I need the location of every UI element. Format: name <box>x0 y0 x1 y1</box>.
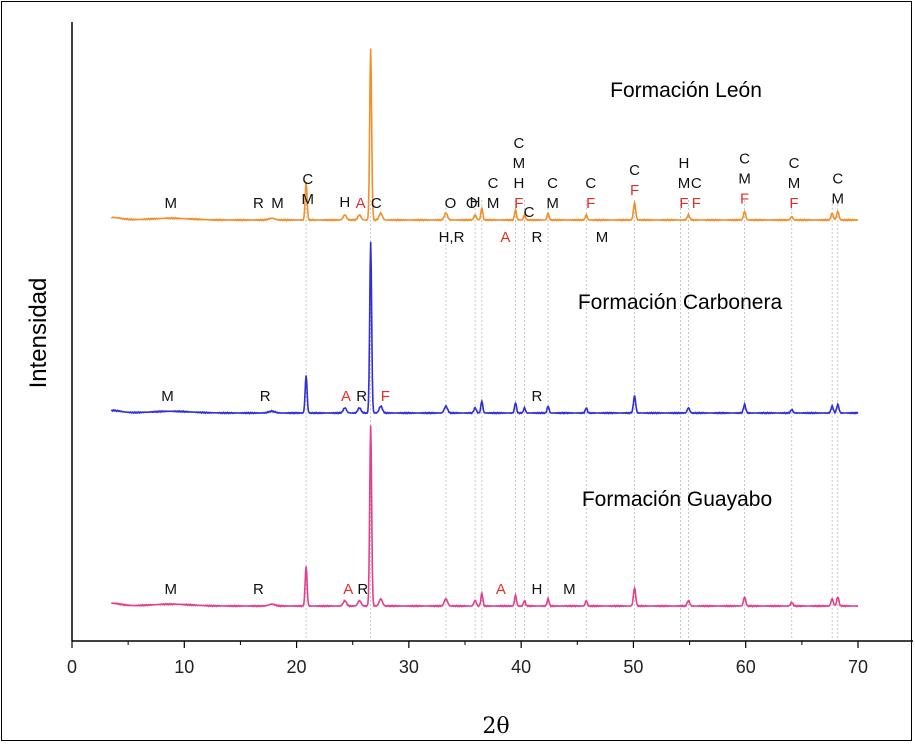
x-tick-label: 20 <box>287 657 307 677</box>
peak-label: F <box>586 195 595 212</box>
peak-label: F <box>692 195 701 212</box>
peak-label: C <box>629 162 640 179</box>
peak-label: F <box>630 182 639 199</box>
peak-label: H <box>513 175 524 192</box>
peak-label: A <box>341 388 351 405</box>
peak-label: H <box>531 581 542 598</box>
x-tick-label: 40 <box>511 657 531 677</box>
peak-label: A <box>496 581 506 598</box>
peak-label: M <box>596 229 609 246</box>
peak-annotations: M R MCM H A C OH,ROHCMACMHFCRCMCFMCFHMFCFCMFCM… <box>161 135 844 598</box>
peak-label: C <box>585 175 596 192</box>
peak-label: C <box>524 204 535 221</box>
peak-label: M <box>832 190 845 207</box>
peak-label: M <box>165 195 178 212</box>
peak-label: R <box>253 581 264 598</box>
peak-label: F <box>740 190 749 207</box>
peak-label: H,R <box>439 229 465 246</box>
x-ticks: 0 10 20 30 40 50 60 70 <box>67 641 868 677</box>
x-tick-label: 10 <box>174 657 194 677</box>
series-title: Formación Carbonera <box>578 291 783 314</box>
x-tick-label: 70 <box>848 657 868 677</box>
peak-label: R <box>356 388 367 405</box>
peak-label: O <box>466 195 478 212</box>
peak-label: A <box>356 195 366 212</box>
series-line <box>111 425 859 608</box>
y-axis-label: Intensidad <box>25 278 52 389</box>
x-tick-label: 50 <box>623 657 643 677</box>
peak-label: M <box>165 581 178 598</box>
peak-label: M <box>513 155 526 172</box>
peak-label: R <box>531 229 542 246</box>
peak-label: C <box>739 150 750 167</box>
peak-label: A <box>500 229 510 246</box>
series-group <box>110 48 859 608</box>
peak-label: H <box>339 194 350 211</box>
series-title: Formación León <box>610 79 762 102</box>
peak-label: F <box>679 195 688 212</box>
peak-label: C <box>547 175 558 192</box>
peak-label: A <box>343 581 353 598</box>
peak-label: M <box>487 195 500 212</box>
x-axis-label: 2θ <box>482 714 509 739</box>
peak-label: H <box>470 194 481 211</box>
peak-label: R <box>531 388 542 405</box>
series-title: Formación Guayabo <box>582 488 772 511</box>
peak-label: M <box>302 191 315 208</box>
reference-lines <box>305 200 839 640</box>
peak-label: F <box>789 195 798 212</box>
axes <box>71 22 913 642</box>
peak-label: R <box>260 388 271 405</box>
peak-label: M <box>678 175 691 192</box>
peak-label: M <box>788 175 801 192</box>
peak-label: M <box>161 388 174 405</box>
peak-label: R <box>357 581 368 598</box>
series-line <box>110 241 859 415</box>
peak-label: C <box>832 170 843 187</box>
peak-label: F <box>381 388 390 405</box>
peak-label: C <box>488 175 499 192</box>
peak-label: H <box>679 155 690 172</box>
series-titles: Formación León Formación Carbonera Formaci… <box>578 79 783 511</box>
series-line <box>110 48 859 222</box>
peak-label: F <box>514 195 523 212</box>
peak-label: C <box>513 135 524 152</box>
peak-label: C <box>371 195 382 212</box>
peak-label: M <box>271 195 284 212</box>
peak-label: M <box>546 195 559 212</box>
peak-label: M <box>738 170 751 187</box>
peak-label: M <box>563 581 576 598</box>
peak-label: R <box>253 195 264 212</box>
peak-label: O <box>445 195 457 212</box>
peak-label: C <box>691 175 702 192</box>
peak-label: C <box>302 171 313 188</box>
x-tick-label: 30 <box>399 657 419 677</box>
peak-label: C <box>789 155 800 172</box>
x-tick-label: 0 <box>67 657 77 677</box>
x-tick-label: 60 <box>736 657 756 677</box>
